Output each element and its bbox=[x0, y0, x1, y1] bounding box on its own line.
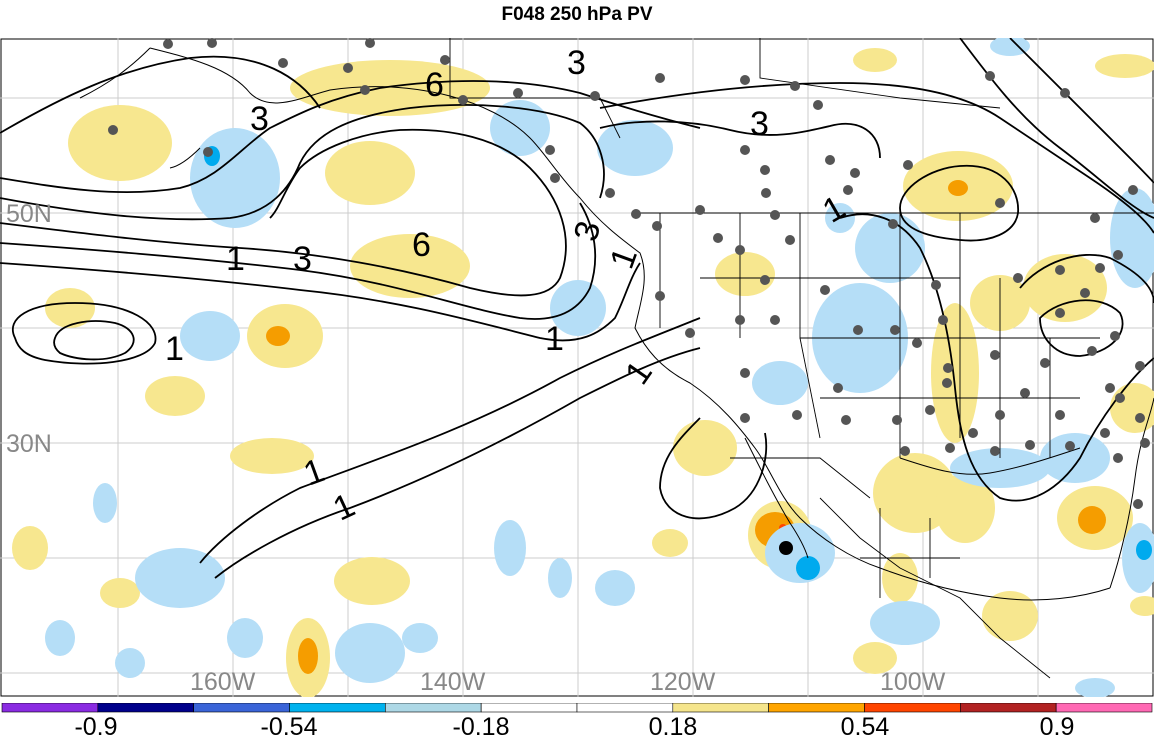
pv-contours bbox=[0, 38, 1154, 579]
marker-dot bbox=[779, 541, 793, 555]
colorbar-tick-label: -0.54 bbox=[261, 713, 318, 739]
contour-label: 1 bbox=[226, 240, 245, 278]
contour-label: 6 bbox=[425, 66, 444, 104]
negative-pv-regions bbox=[45, 38, 1154, 697]
colorbar-swatch bbox=[384, 703, 482, 713]
lat-label-30n: 30N bbox=[6, 430, 52, 458]
contour-label: 6 bbox=[412, 226, 431, 264]
contour-label: 1 bbox=[545, 320, 564, 358]
colorbar-tick-label: -0.9 bbox=[74, 713, 117, 739]
colorbar-tick-label: -0.18 bbox=[453, 713, 510, 739]
colorbar-swatch bbox=[768, 703, 865, 713]
colorbar-swatch bbox=[959, 703, 1057, 713]
pv-map: 3 6 3 3 3 6 3 1 1 1 1 1 1 1 1 bbox=[0, 38, 1154, 697]
lon-label-120w: 120W bbox=[650, 668, 716, 696]
lat-label-50n: 50N bbox=[6, 200, 52, 228]
colorbar-swatch bbox=[289, 703, 386, 713]
contour-label: 3 bbox=[750, 105, 769, 143]
colorbar-swatch bbox=[1, 703, 99, 713]
lon-label-140w: 140W bbox=[420, 668, 486, 696]
colorbar-swatch bbox=[672, 703, 769, 713]
lon-label-100w: 100W bbox=[880, 668, 946, 696]
colorbar-swatch bbox=[576, 703, 674, 713]
contour-label: 3 bbox=[293, 240, 312, 278]
colorbar-tick-label: 0.18 bbox=[649, 713, 698, 739]
lon-label-160w: 160W bbox=[190, 668, 256, 696]
colorbar-tick-label: 0.9 bbox=[1040, 713, 1075, 739]
colorbar-tick-label: 0.54 bbox=[841, 713, 890, 739]
contour-label: 3 bbox=[250, 100, 269, 138]
colorbar-swatch bbox=[864, 703, 961, 713]
contour-label: 1 bbox=[165, 330, 184, 368]
station-dots bbox=[108, 38, 1150, 509]
contour-label: 3 bbox=[567, 44, 586, 82]
colorbar-swatch bbox=[193, 703, 290, 713]
colorbar-swatch bbox=[1055, 703, 1153, 713]
chart-title: F048 250 hPa PV bbox=[501, 4, 653, 25]
colorbar-swatches bbox=[1, 703, 1153, 713]
colorbar: -0.9 -0.54 -0.18 0.18 0.54 0.9 bbox=[1, 703, 1153, 739]
colorbar-swatch bbox=[97, 703, 194, 713]
colorbar-swatch bbox=[480, 703, 578, 713]
